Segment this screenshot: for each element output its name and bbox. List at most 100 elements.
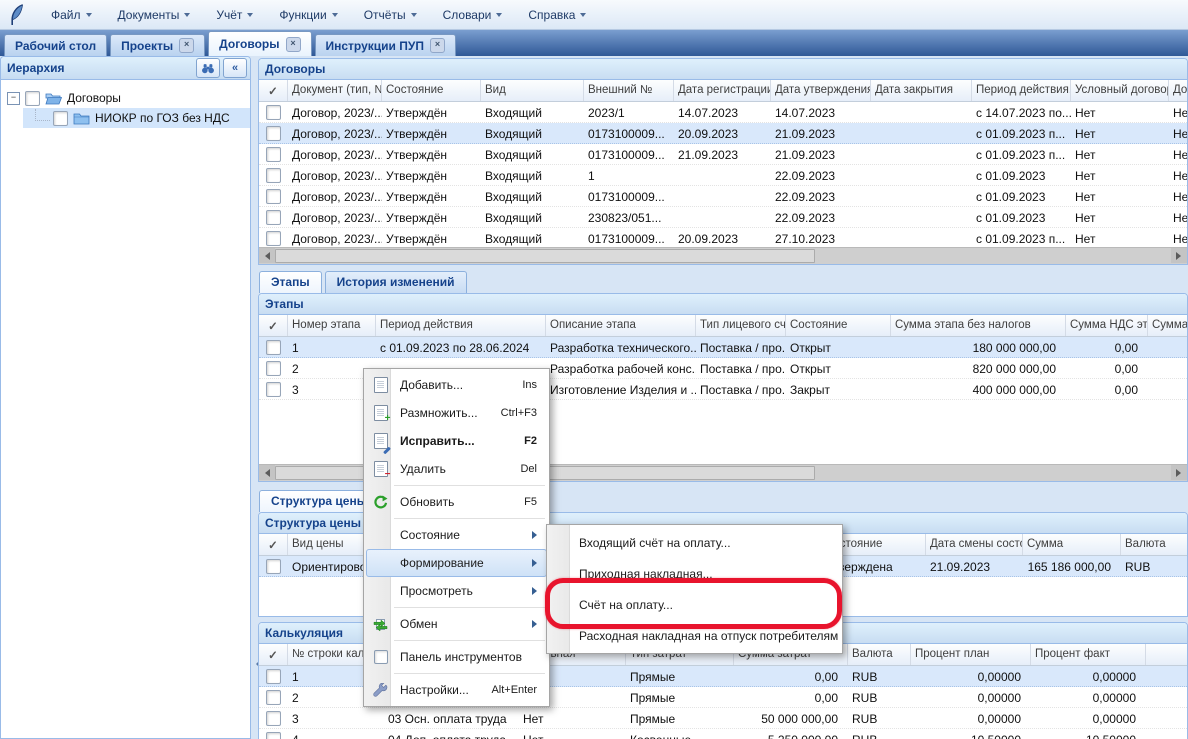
select-all-header[interactable]: ✓ <box>259 644 288 665</box>
scroll-track[interactable] <box>815 465 1171 481</box>
column-header[interactable]: Процент факт <box>1031 644 1146 665</box>
row-checkbox[interactable] <box>266 167 281 183</box>
column-header[interactable]: Условный договор <box>1071 80 1169 101</box>
tab-Инструкции ПУП[interactable]: Инструкции ПУП × <box>314 34 456 56</box>
context-menu-item-5[interactable]: Обновить F5 <box>366 488 547 516</box>
column-header[interactable]: Сумма НДС этапа <box>1066 315 1148 336</box>
close-tab-icon[interactable]: × <box>285 36 301 52</box>
column-header[interactable]: Внешний № <box>584 80 674 101</box>
scroll-right-button[interactable] <box>1171 465 1187 480</box>
row-checkbox[interactable] <box>266 689 281 705</box>
table-row[interactable]: Договор, 2023/... Утверждён Входящий 017310… <box>259 228 1187 249</box>
tab-Договоры[interactable]: Договоры × <box>208 31 312 56</box>
table-row[interactable]: Договор, 2023/... Утверждён Входящий 017310… <box>259 144 1187 165</box>
column-header[interactable]: Сумма <box>1023 534 1121 555</box>
select-all-header[interactable]: ✓ <box>259 534 288 555</box>
column-header[interactable]: Документ (тип, № <box>288 80 382 101</box>
row-checkbox[interactable] <box>266 104 281 120</box>
tab-Этапы[interactable]: Этапы <box>259 271 322 293</box>
row-checkbox[interactable] <box>266 381 281 397</box>
column-header[interactable]: Дата смены состояния <box>926 534 1023 555</box>
column-header[interactable]: Валюта <box>848 644 911 665</box>
select-all-header[interactable]: ✓ <box>259 80 288 101</box>
tree-checkbox[interactable] <box>53 110 68 126</box>
column-header[interactable]: Тип лицевого счёт <box>696 315 786 336</box>
row-checkbox[interactable] <box>266 188 281 204</box>
table-row[interactable]: Договор, 2023/... Утверждён Входящий 017310… <box>259 123 1187 144</box>
table-row[interactable]: 3 03 Осн. оплата труда Нет Прямые 50 000 000… <box>259 708 1187 729</box>
scroll-left-button[interactable] <box>259 248 275 263</box>
splitter[interactable] <box>251 56 260 739</box>
table-row[interactable]: Договор, 2023/... Утверждён Входящий 1 22.09… <box>259 165 1187 186</box>
context-menu-item-7[interactable]: Формирование <box>366 549 547 577</box>
tab-price-structure[interactable]: Структура цены <box>259 490 379 512</box>
context-menu-item-4[interactable]: − Удалить Del <box>366 455 547 483</box>
table-row[interactable]: Договор, 2023/... Утверждён Входящий 2023/1… <box>259 102 1187 123</box>
menubar-item-6[interactable]: Словари <box>434 4 512 26</box>
column-header[interactable]: Период действия <box>376 315 546 336</box>
tab-Рабочий стол[interactable]: Рабочий стол <box>4 34 108 56</box>
column-header[interactable]: Процент план <box>911 644 1031 665</box>
row-checkbox[interactable] <box>266 339 281 355</box>
context-menu-item-9[interactable]: Обмен <box>366 610 547 638</box>
context-menu-item-11[interactable]: Настройки... Alt+Enter <box>366 676 547 704</box>
tree-item-root[interactable]: − Договоры <box>1 88 250 108</box>
table-row[interactable]: Договор, 2023/... Утверждён Входящий 230823… <box>259 207 1187 228</box>
column-header[interactable]: Период действия.. <box>972 80 1071 101</box>
row-checkbox[interactable] <box>266 230 281 246</box>
menubar-item-5[interactable]: Отчёты <box>355 4 426 26</box>
collapse-panel-button[interactable]: « <box>223 58 247 78</box>
row-checkbox[interactable] <box>266 668 281 684</box>
contracts-hscrollbar[interactable] <box>259 247 1187 264</box>
column-header[interactable]: Дата закрытия <box>871 80 972 101</box>
tab-История изменений[interactable]: История изменений <box>324 271 467 293</box>
context-menu-item-1[interactable]: Добавить... Ins <box>366 371 547 399</box>
context-menu-item-3[interactable]: Исправить... F2 <box>366 427 547 455</box>
scroll-track[interactable] <box>815 248 1171 264</box>
select-all-header[interactable]: ✓ <box>259 315 288 336</box>
close-tab-icon[interactable]: × <box>179 38 195 53</box>
table-row[interactable]: 404 Доп. оплата трудаНетКосвенные5 250 0… <box>259 729 1187 739</box>
context-menu-item-6[interactable]: Состояние <box>366 521 547 549</box>
column-header[interactable]: Сумма эт <box>1148 315 1187 336</box>
context-menu-item-8[interactable]: Просмотреть <box>366 577 547 605</box>
row-checkbox[interactable] <box>266 146 281 162</box>
context-menu-item-10[interactable]: Панель инструментов <box>366 643 547 671</box>
column-header[interactable]: Номер этапа <box>288 315 376 336</box>
tree-expander-icon[interactable]: − <box>7 91 20 105</box>
tree-item-child[interactable]: НИОКР по ГОЗ без НДС <box>23 108 250 128</box>
column-header[interactable]: Сумма этапа без налогов <box>891 315 1066 336</box>
column-header[interactable]: Состояние <box>786 315 891 336</box>
column-header[interactable]: Состояние <box>382 80 481 101</box>
menubar-item-4[interactable]: Функции <box>270 4 346 26</box>
tab-Проекты[interactable]: Проекты × <box>110 34 206 56</box>
row-checkbox[interactable] <box>266 360 281 376</box>
column-header[interactable]: Договор <box>1169 80 1187 101</box>
scroll-thumb[interactable] <box>275 249 816 263</box>
submenu-item-1[interactable]: Входящий счёт на оплату... <box>549 527 840 558</box>
scroll-left-button[interactable] <box>259 465 275 480</box>
search-button[interactable] <box>196 58 220 78</box>
menubar-item-3[interactable]: Учёт <box>207 4 262 26</box>
close-tab-icon[interactable]: × <box>429 38 445 53</box>
table-row[interactable]: 1 с 01.09.2023 по 28.06.2024 Разработка те… <box>259 337 1187 358</box>
row-checkbox[interactable] <box>266 209 281 225</box>
column-header[interactable]: Описание этапа <box>546 315 696 336</box>
menubar-item-2[interactable]: Документы <box>109 4 200 26</box>
row-checkbox[interactable] <box>266 125 281 141</box>
menubar-item-7[interactable]: Справка <box>519 4 595 26</box>
submenu-item-3[interactable]: Счёт на оплату... <box>549 589 840 620</box>
column-header[interactable]: Дата утверждения <box>771 80 871 101</box>
row-checkbox[interactable] <box>266 558 281 574</box>
submenu-item-2[interactable]: Приходная накладная... <box>549 558 840 589</box>
scroll-right-button[interactable] <box>1171 248 1187 263</box>
submenu-item-4[interactable]: Расходная накладная на отпуск потребител… <box>549 620 840 651</box>
column-header[interactable]: Дата регистрации. <box>674 80 771 101</box>
column-header[interactable]: Вид <box>481 80 584 101</box>
menubar-item-1[interactable]: Файл <box>42 4 101 26</box>
column-header[interactable]: Валюта <box>1121 534 1187 555</box>
context-menu-item-2[interactable]: + Размножить... Ctrl+F3 <box>366 399 547 427</box>
row-checkbox[interactable] <box>266 710 281 726</box>
row-checkbox[interactable] <box>266 731 281 739</box>
table-row[interactable]: Договор, 2023/... Утверждён Входящий 017310… <box>259 186 1187 207</box>
